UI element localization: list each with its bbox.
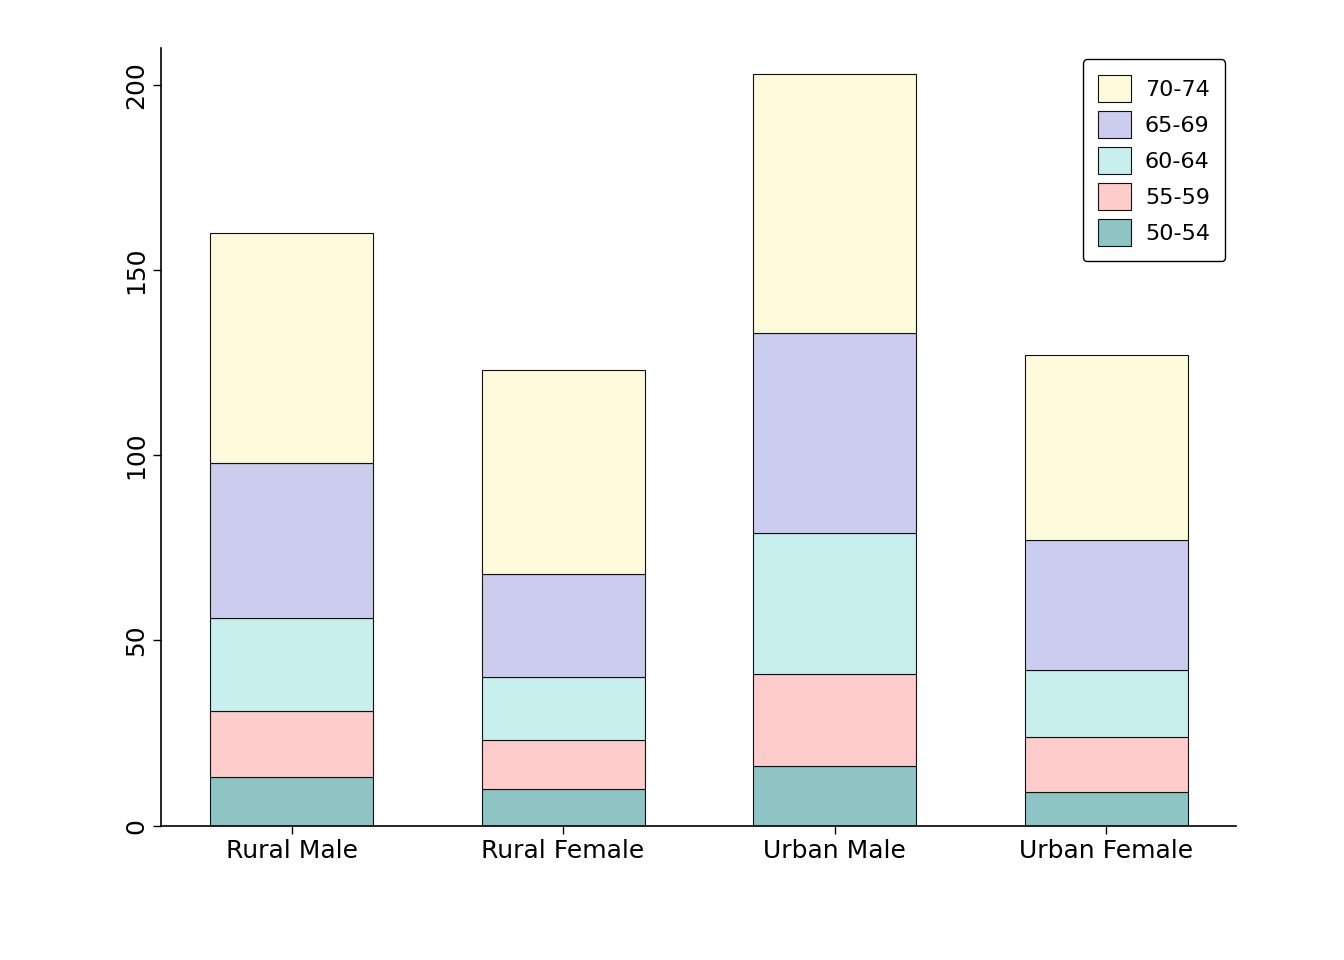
Bar xyxy=(481,574,645,678)
Bar xyxy=(481,740,645,788)
Bar xyxy=(1024,670,1188,736)
Bar xyxy=(210,710,374,778)
Bar xyxy=(481,678,645,740)
Bar xyxy=(481,371,645,574)
Bar xyxy=(1024,792,1188,826)
Legend: 70-74, 65-69, 60-64, 55-59, 50-54: 70-74, 65-69, 60-64, 55-59, 50-54 xyxy=(1082,60,1226,261)
Bar xyxy=(1024,355,1188,540)
Bar xyxy=(210,778,374,826)
Bar xyxy=(753,333,917,533)
Bar xyxy=(481,788,645,826)
Bar xyxy=(1024,540,1188,670)
Bar xyxy=(753,766,917,826)
Bar xyxy=(753,74,917,333)
Bar xyxy=(210,618,374,710)
Bar xyxy=(753,533,917,674)
Bar xyxy=(1024,736,1188,792)
Bar xyxy=(210,233,374,463)
Bar xyxy=(210,463,374,618)
Bar xyxy=(753,674,917,766)
